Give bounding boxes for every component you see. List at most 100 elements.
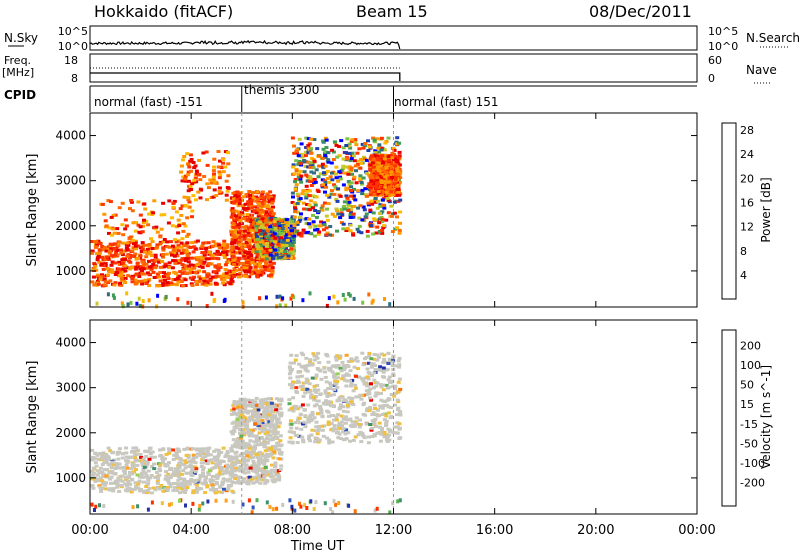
range-cell [390, 188, 394, 192]
range-cell [368, 222, 373, 226]
range-cell [210, 256, 215, 260]
range-cell [145, 462, 150, 466]
range-cell [394, 413, 399, 417]
range-cell [316, 210, 321, 213]
range-cell [230, 449, 235, 453]
range-cell [371, 158, 376, 162]
range-cell [217, 170, 222, 174]
range-cell [319, 411, 324, 415]
range-cell [240, 439, 245, 443]
range-cell [250, 464, 255, 468]
range-cell [144, 454, 149, 458]
range-cell [240, 406, 245, 410]
range-cell [308, 415, 313, 419]
range-cell [193, 240, 198, 244]
range-cell [206, 186, 211, 190]
range-cell [144, 485, 149, 488]
range-cell [150, 247, 155, 250]
range-cell [284, 220, 289, 224]
range-cell [326, 169, 330, 173]
range-cell [342, 207, 347, 211]
range-cell [129, 200, 134, 204]
range-cell [124, 224, 129, 228]
range-cell [350, 151, 355, 155]
range-cell [102, 212, 107, 216]
range-cell [270, 242, 275, 246]
range-cell [393, 164, 397, 168]
range-cell [194, 198, 198, 202]
range-cell [314, 425, 319, 429]
range-cell [106, 446, 111, 450]
range-cell [257, 427, 262, 431]
range-cell [218, 462, 222, 466]
range-cell [237, 192, 242, 196]
range-cell [307, 194, 312, 198]
range-cell [372, 138, 377, 142]
range-cell [228, 477, 233, 481]
range-cell [167, 261, 172, 265]
range-cell [138, 459, 143, 463]
range-cell [177, 278, 182, 282]
range-cell [259, 402, 263, 406]
range-cell [219, 459, 224, 463]
range-cell [259, 265, 263, 269]
range-cell [327, 296, 331, 301]
range-cell [183, 264, 188, 268]
range-cell [265, 479, 270, 483]
range-cell [199, 487, 204, 491]
range-cell [368, 208, 373, 212]
range-cell [370, 412, 375, 416]
range-cell [246, 256, 251, 259]
range-cell [356, 230, 361, 234]
range-cell [260, 228, 265, 232]
range-cell [127, 241, 132, 244]
range-cell [227, 454, 232, 458]
range-cell [343, 171, 348, 175]
range-cell [106, 487, 111, 491]
range-cell [140, 461, 145, 465]
range-cell [146, 469, 151, 473]
range-cell [278, 439, 283, 443]
range-cell [165, 274, 170, 278]
range-cell [123, 476, 128, 479]
range-cell [190, 182, 195, 186]
range-cell [232, 412, 237, 416]
range-cell [260, 478, 265, 482]
range-cell [140, 269, 145, 273]
range-cell [242, 195, 246, 199]
range-cell [322, 223, 327, 227]
range-cell [253, 419, 258, 423]
range-cell [262, 438, 267, 442]
range-cell [145, 475, 150, 479]
range-cell [224, 179, 229, 183]
range-cell [346, 144, 351, 148]
range-cell [161, 248, 166, 252]
range-cell [254, 250, 259, 254]
range-cell [263, 259, 268, 263]
range-cell [236, 400, 241, 404]
range-cell [179, 251, 184, 255]
range-cell [260, 190, 265, 194]
range-cell [205, 453, 210, 457]
range-cell [307, 208, 312, 212]
range-cell [128, 207, 132, 211]
nsky-panel: N.Sky 10^510^010^510^0N.Search [4, 25, 800, 53]
range-cell [134, 468, 138, 471]
range-cell [134, 247, 138, 251]
range-cell [143, 278, 148, 282]
range-cell [379, 148, 384, 152]
range-cell [100, 479, 105, 483]
range-cell [158, 448, 162, 452]
range-cell [348, 229, 353, 233]
range-cell [194, 478, 199, 482]
range-cell [222, 248, 227, 252]
range-cell [230, 471, 235, 475]
range-cell [222, 469, 227, 473]
range-cell [279, 397, 284, 401]
range-cell [126, 455, 131, 459]
range-cell [264, 252, 269, 255]
range-cell [353, 140, 358, 144]
range-cell [260, 419, 265, 422]
range-cell [223, 250, 228, 254]
